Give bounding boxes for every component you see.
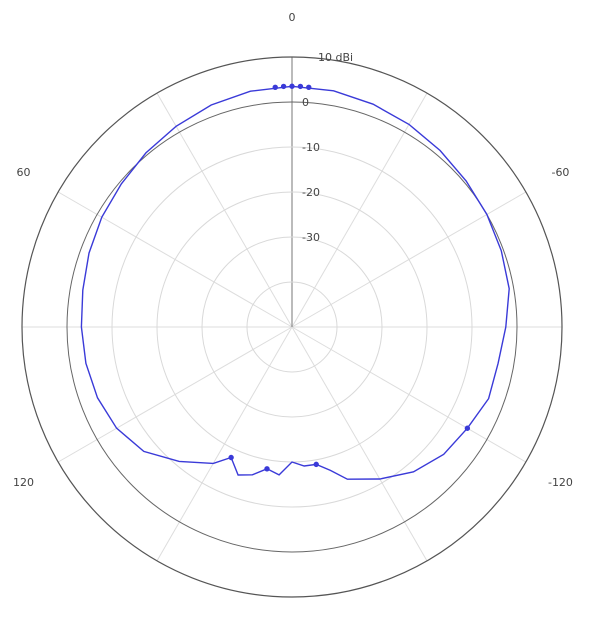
- data-point: [264, 466, 270, 472]
- radial-tick-label: -20: [302, 186, 320, 199]
- grid-ring-zero: [66, 101, 518, 553]
- angle-tick-label: -60: [551, 166, 569, 179]
- units-label: 10 dBi: [318, 51, 353, 64]
- angle-tick-label: -120: [548, 476, 573, 489]
- data-point: [306, 84, 312, 90]
- data-point: [297, 83, 304, 90]
- radial-tick-label: 0: [302, 96, 309, 109]
- data-point: [464, 425, 471, 431]
- grid-ring: [246, 281, 338, 373]
- pattern-trace: [80, 83, 510, 480]
- data-point: [280, 83, 287, 90]
- grid-ring: [111, 146, 473, 508]
- radial-tick-label: -30: [302, 231, 320, 244]
- grid-ring: [201, 236, 383, 418]
- grid: [21, 56, 563, 598]
- data-point: [289, 83, 295, 89]
- pattern-line: [80, 85, 510, 480]
- angle-tick-label: 120: [13, 476, 34, 489]
- radial-tick-label: -10: [302, 141, 320, 154]
- angle-tick-label: 60: [17, 166, 31, 179]
- data-point: [272, 84, 278, 90]
- data-point: [228, 454, 234, 461]
- angle-tick-label: 0: [289, 11, 296, 24]
- grid-ring-outer: [21, 56, 563, 598]
- data-point: [313, 461, 319, 468]
